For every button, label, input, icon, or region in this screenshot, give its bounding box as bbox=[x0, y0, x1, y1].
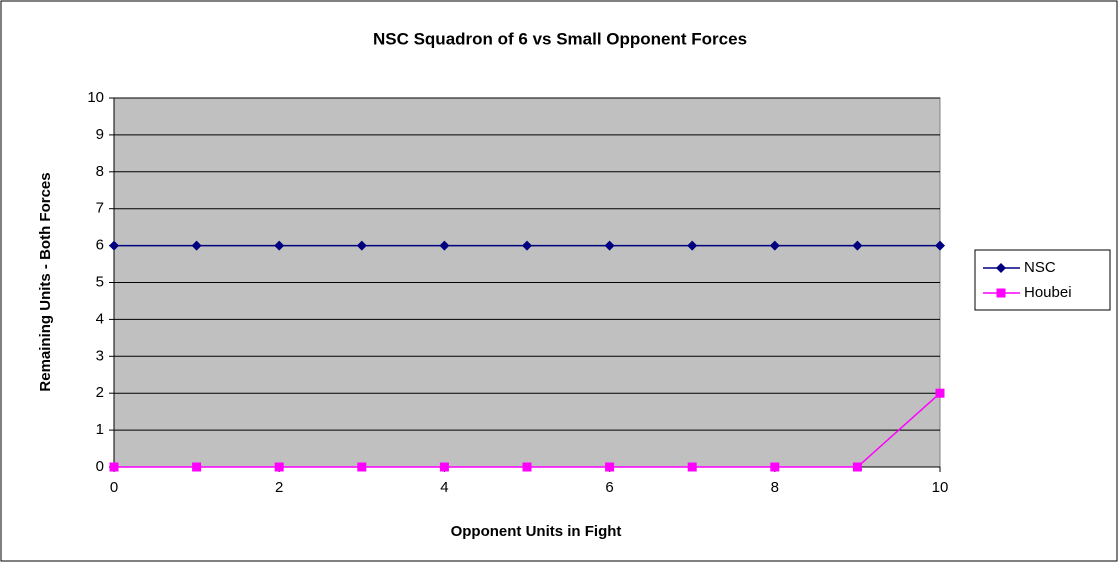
legend-label: NSC bbox=[1024, 259, 1056, 276]
marker bbox=[109, 240, 119, 251]
marker bbox=[935, 240, 945, 251]
y-tick-label: 1 bbox=[96, 421, 104, 438]
marker bbox=[439, 462, 449, 472]
legend-label: Houbei bbox=[1024, 284, 1072, 301]
y-tick-label: 7 bbox=[96, 200, 104, 217]
y-tick-label: 9 bbox=[96, 126, 104, 143]
marker bbox=[274, 240, 285, 251]
marker bbox=[769, 240, 780, 251]
marker bbox=[191, 240, 202, 251]
marker bbox=[687, 240, 698, 251]
y-tick-label: 3 bbox=[96, 347, 104, 364]
marker bbox=[522, 240, 532, 251]
marker bbox=[605, 462, 615, 472]
y-tick-label: 5 bbox=[96, 273, 104, 290]
y-tick-label: 2 bbox=[96, 384, 104, 401]
marker bbox=[604, 240, 615, 251]
marker bbox=[356, 240, 367, 251]
marker bbox=[687, 462, 697, 472]
y-tick-label: 8 bbox=[96, 163, 104, 180]
y-axis-label: Remaining Units - Both Forces bbox=[37, 172, 54, 391]
x-tick-label: 8 bbox=[771, 479, 779, 496]
x-tick-label: 6 bbox=[605, 479, 613, 496]
marker bbox=[852, 240, 863, 251]
legend-marker bbox=[996, 288, 1006, 298]
marker bbox=[274, 462, 284, 472]
x-tick-label: 2 bbox=[275, 479, 283, 496]
x-axis-label: Opponent Units in Fight bbox=[451, 523, 622, 540]
marker bbox=[935, 388, 945, 398]
x-tick-label: 0 bbox=[110, 479, 118, 496]
y-tick-label: 10 bbox=[87, 89, 104, 106]
legend bbox=[974, 249, 1111, 311]
marker bbox=[192, 462, 202, 472]
chart-title: NSC Squadron of 6 vs Small Opponent Forc… bbox=[373, 29, 747, 48]
x-tick-label: 4 bbox=[440, 479, 448, 496]
legend-marker bbox=[996, 263, 1006, 273]
y-tick-label: 0 bbox=[96, 458, 104, 475]
marker bbox=[770, 462, 780, 472]
marker bbox=[357, 462, 367, 472]
y-tick-label: 6 bbox=[96, 237, 104, 254]
marker bbox=[439, 240, 450, 251]
y-tick-label: 4 bbox=[96, 310, 104, 327]
x-tick-label: 10 bbox=[932, 479, 949, 496]
marker bbox=[852, 462, 862, 472]
marker bbox=[522, 462, 532, 472]
marker bbox=[109, 462, 119, 472]
